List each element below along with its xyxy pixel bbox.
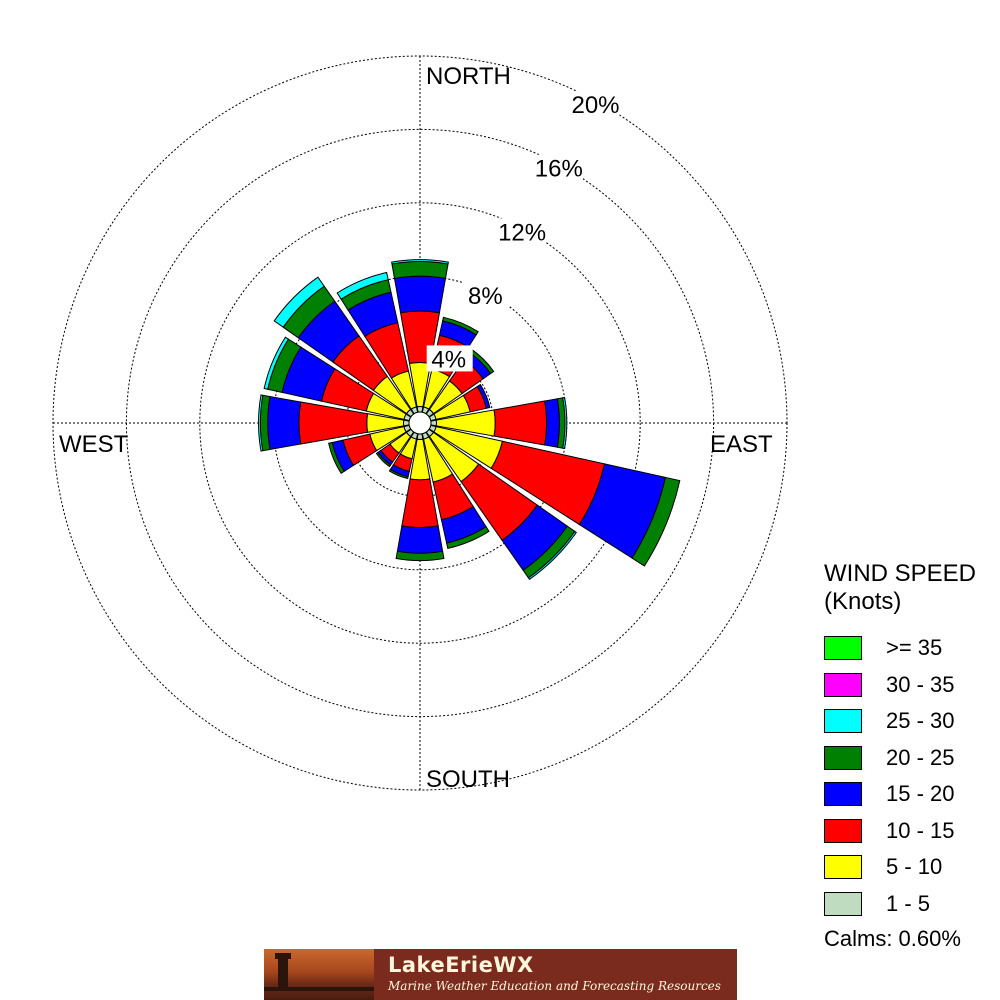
petal-sw: [375, 428, 415, 468]
legend-swatch: [824, 855, 862, 880]
segment-sw-bin-5: [375, 451, 392, 468]
segment-wnw-bin-6: [263, 336, 290, 390]
segment-e-bin-3: [493, 400, 548, 446]
ring-label-2: 8%: [463, 281, 510, 310]
legend-item: 30 - 35: [824, 667, 1000, 704]
ring-label-4: 16%: [535, 154, 583, 183]
legend-label: 5 - 10: [886, 854, 943, 880]
petal-wnw: [263, 336, 412, 422]
legend-swatch: [824, 782, 862, 807]
wind-speed-legend: WIND SPEED (Knots) >= 35 30 - 35 25 - 30 20…: [824, 560, 1000, 952]
petal-se: [425, 428, 578, 581]
legend-title: WIND SPEED: [824, 560, 977, 587]
lakeeriewx-banner[interactable]: LakeErieWX Marine Weather Education and …: [264, 949, 737, 1000]
segment-w-bin-6: [258, 394, 264, 452]
legend-label: 10 - 15: [886, 817, 955, 843]
ring-label-text-3: 12%: [498, 219, 546, 246]
legend-item: 1 - 5: [824, 886, 1000, 923]
lighthouse-photo: [264, 949, 374, 1000]
label-west: WEST: [59, 431, 129, 458]
label-south: SOUTH: [426, 766, 510, 793]
ring-label-1: 4%: [426, 345, 473, 373]
segment-ssw-bin-5: [388, 468, 409, 480]
segment-s-bin-3: [401, 478, 439, 529]
ring-label-text-4: 16%: [535, 156, 583, 183]
ring-labels: 4% 8% 12% 16% 20%: [426, 91, 620, 373]
petal-n: [391, 259, 449, 413]
segment-nne-bin-5: [442, 316, 479, 336]
legend-units: (Knots): [824, 588, 902, 615]
petal-ese: [428, 424, 681, 567]
legend-swatch: [824, 745, 862, 770]
legend-label: 30 - 35: [886, 671, 955, 697]
banner-text: LakeErieWX Marine Weather Education and …: [374, 949, 721, 1000]
legend-label: >= 35: [886, 635, 943, 661]
segment-s-bin-1: [416, 433, 424, 441]
segment-s-bin-5: [395, 550, 445, 562]
legend-label: 25 - 30: [886, 708, 955, 734]
segment-e-bin-4: [544, 398, 560, 448]
segment-n-bin-1: [416, 405, 424, 413]
legend-label: 20 - 25: [886, 744, 955, 770]
petal-ene: [428, 383, 491, 422]
grid-ring-3: [199, 202, 641, 644]
petal-sse: [421, 431, 490, 550]
ring-label-text-5: 20%: [571, 92, 619, 119]
petal-e: [430, 396, 568, 450]
legend-label: 15 - 20: [886, 781, 955, 807]
segment-se-bin-6: [527, 530, 578, 581]
legend-item: >= 35: [824, 630, 1000, 667]
petal-nw: [273, 276, 415, 418]
legend-item: 25 - 30: [824, 703, 1000, 740]
legend-item: 20 - 25: [824, 740, 1000, 777]
banner-subtitle: Marine Weather Education and Forecasting…: [388, 979, 721, 993]
ring-label-3: 12%: [498, 218, 546, 246]
petal-w: [258, 394, 410, 452]
label-east: EAST: [710, 431, 773, 458]
petal-ssw: [388, 431, 419, 480]
wind-petals: [258, 259, 681, 581]
petal-nnw: [336, 271, 419, 415]
legend-swatch: [824, 891, 862, 916]
banner-title: LakeErieWX: [388, 953, 534, 977]
legend-swatch: [824, 709, 862, 734]
ring-label-5: 20%: [571, 91, 620, 119]
segment-wsw-bin-5: [328, 441, 345, 474]
direction-labels: NORTH EAST SOUTH WEST: [59, 63, 773, 793]
legend-item: 10 - 15: [824, 813, 1000, 850]
segment-e-bin-6: [562, 396, 568, 450]
segment-ese-bin-5: [631, 476, 681, 567]
label-north: NORTH: [426, 63, 511, 90]
legend-label: 1 - 5: [886, 890, 931, 916]
segment-sse-bin-5: [446, 526, 490, 550]
legend-item: 5 - 10: [824, 849, 1000, 886]
segment-ene-bin-4: [476, 383, 491, 409]
segment-w-bin-4: [267, 395, 302, 451]
petal-s: [395, 433, 445, 562]
segment-w-bin-1: [402, 419, 410, 427]
legend-swatch: [824, 636, 862, 661]
segment-n-bin-6: [391, 259, 449, 265]
segment-ne-bin-5: [468, 348, 495, 375]
segment-n-bin-4: [393, 275, 447, 314]
segment-nw-bin-6: [273, 276, 325, 328]
segment-e-bin-1: [430, 419, 438, 427]
calm-circle: [408, 411, 432, 435]
segment-s-bin-4: [396, 525, 444, 554]
legend-swatch: [824, 818, 862, 843]
segment-n-bin-5: [391, 261, 449, 280]
segment-nnw-bin-6: [336, 271, 389, 300]
petal-wsw: [328, 424, 412, 474]
legend-items: >= 35 30 - 35 25 - 30 20 - 25 15 - 20 10 - 15…: [824, 630, 1000, 922]
legend-item: 15 - 20: [824, 776, 1000, 813]
ring-label-text-1: 4%: [431, 346, 466, 373]
calms-label: Calms: 0.60%: [824, 926, 961, 951]
ring-label-text-2: 8%: [468, 283, 503, 310]
legend-swatch: [824, 672, 862, 697]
